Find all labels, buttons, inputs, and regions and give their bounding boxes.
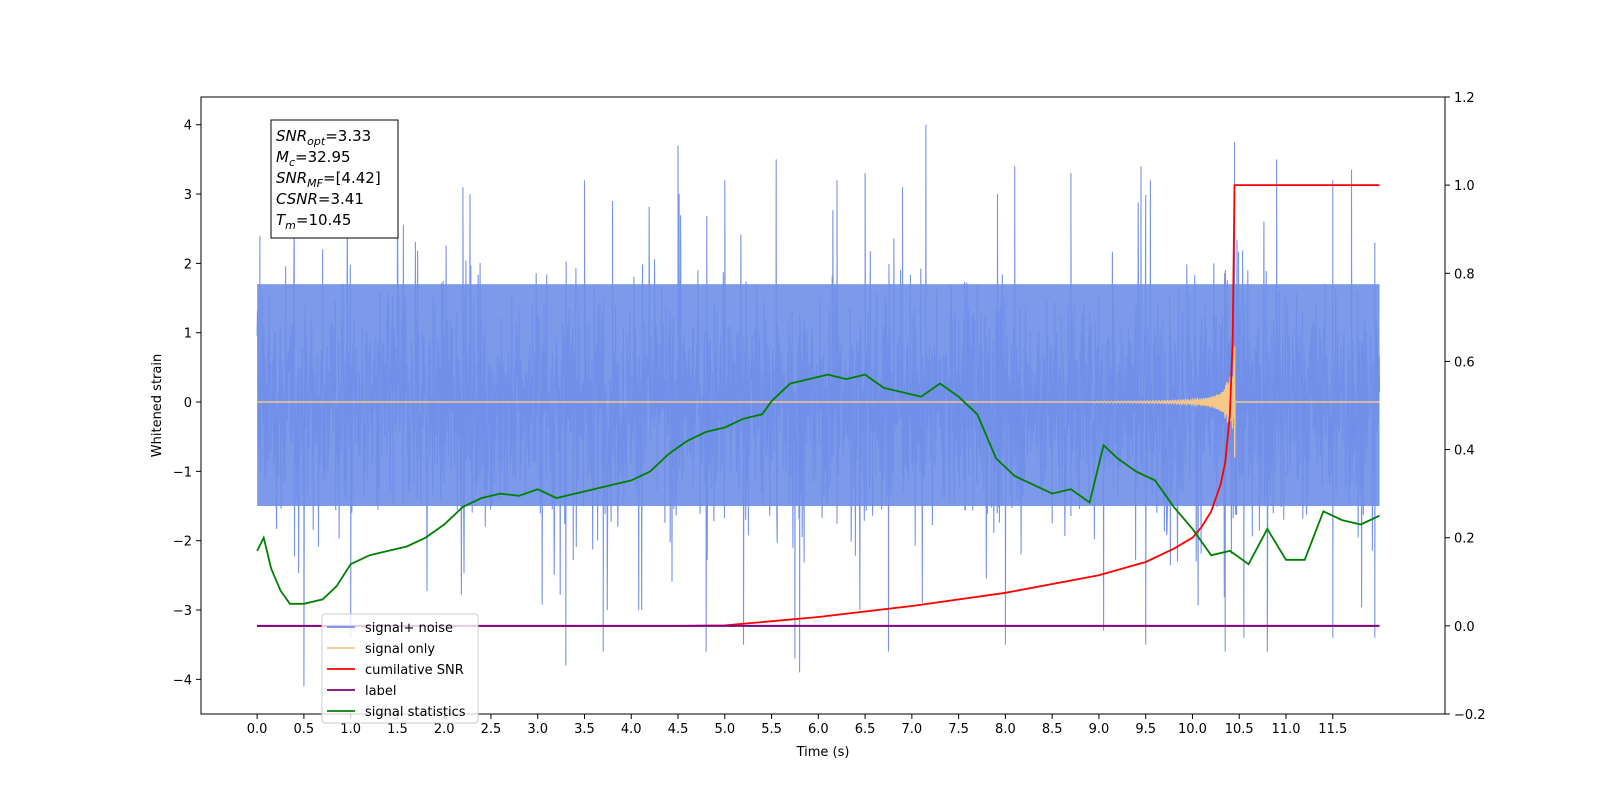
x-tick-label: 5.5	[761, 722, 782, 737]
x-tick-label: 11.5	[1318, 722, 1347, 737]
series-signal-only	[257, 346, 1380, 458]
x-tick-label: 5.0	[714, 722, 735, 737]
y-tick-label: −4	[173, 673, 192, 688]
y2-tick-label: 0.4	[1454, 444, 1475, 459]
legend-label: label	[365, 684, 396, 699]
y2-tick-label: 1.2	[1454, 91, 1475, 106]
plot-frame	[200, 96, 1446, 715]
y-tick-label: 4	[184, 119, 192, 134]
y-tick-label: −2	[173, 535, 192, 550]
y-tick-label: 2	[184, 257, 192, 272]
legend-frame	[321, 613, 479, 724]
x-tick-label: 4.5	[668, 722, 689, 737]
x-tick-label: 3.0	[527, 722, 548, 737]
series-signal-noise-band	[257, 284, 1380, 507]
x-tick-label: 7.0	[902, 722, 923, 737]
y2-tick-label: 0.8	[1454, 267, 1475, 282]
y-tick-label: 3	[184, 188, 192, 203]
x-tick-label: 8.5	[1042, 722, 1063, 737]
parameter-annotation-box: SNRopt=3.33Mc=32.95SNRMF=[4.42]CSNR=3.41…	[270, 119, 399, 239]
x-tick-label: 3.5	[574, 722, 595, 737]
x-tick-label: 2.5	[481, 722, 502, 737]
axes: 0.0 0.5 1.0 1.5 2.0 2.5 3.0 3.5 4.0 4.5 5.0 5.5 6.0 6…	[173, 91, 1486, 737]
x-tick-label: 1.0	[340, 722, 361, 737]
annotation-line: Mc=32.95	[276, 148, 351, 169]
y-axis-label: Whitened strain	[150, 354, 165, 457]
series-signal-statistics	[256, 373, 1380, 605]
y-tick-label: 0	[184, 396, 192, 411]
legend: signal+ noise signal only cumilative SNR la…	[321, 613, 479, 724]
x-tick-label: 8.0	[995, 722, 1016, 737]
y-tick-label: −1	[173, 465, 192, 480]
y-tick-label: 1	[184, 327, 192, 342]
x-tick-label: 1.5	[387, 722, 408, 737]
x-tick-label: 9.5	[1135, 722, 1156, 737]
y2-tick-label: 1.0	[1454, 179, 1475, 194]
x-axis-label: Time (s)	[796, 745, 850, 760]
annotation-line: SNRopt=3.33	[276, 127, 371, 148]
y-tick-label: −3	[173, 604, 192, 619]
x-tick-label: 0.5	[294, 722, 315, 737]
annotation-frame	[270, 119, 399, 239]
series-cumilative-snr	[257, 184, 1380, 627]
annotation-line: Tm=10.45	[276, 211, 351, 232]
x-tick-label: 6.0	[808, 722, 829, 737]
y2-tick-label: −0.2	[1454, 708, 1486, 723]
legend-label: signal+ noise	[365, 621, 453, 636]
x-tick-label: 11.0	[1272, 722, 1301, 737]
x-tick-label: 7.5	[948, 722, 969, 737]
y2-tick-label: 0.6	[1454, 355, 1475, 370]
x-tick-label: 6.5	[855, 722, 876, 737]
x-tick-label: 4.0	[621, 722, 642, 737]
x-tick-label: 9.0	[1089, 722, 1110, 737]
y2-tick-label: 0.2	[1454, 532, 1475, 547]
y2-tick-label: 0.0	[1454, 620, 1475, 635]
x-tick-label: 10.5	[1225, 722, 1254, 737]
x-tick-label: 2.0	[434, 722, 455, 737]
legend-label: signal only	[365, 642, 435, 657]
x-tick-label: 0.0	[247, 722, 268, 737]
plot-area	[256, 124, 1381, 687]
x-tick-label: 10.0	[1178, 722, 1207, 737]
legend-label: signal statistics	[365, 705, 466, 720]
annotation-line: SNRMF=[4.42]	[276, 169, 381, 190]
annotation-line: CSNR=3.41	[276, 190, 364, 208]
legend-label: cumilative SNR	[365, 663, 464, 678]
